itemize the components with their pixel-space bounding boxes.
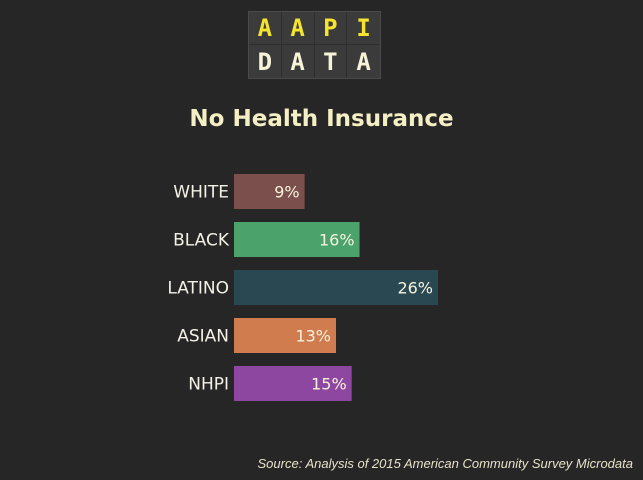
category-label: LATINO bbox=[167, 279, 229, 299]
logo-letter: A bbox=[282, 45, 315, 78]
category-label: WHITE bbox=[173, 183, 229, 203]
logo-letter: D bbox=[249, 45, 282, 78]
value-label: 9% bbox=[274, 183, 299, 202]
aapi-data-logo: A A P I D A T A bbox=[248, 11, 381, 79]
logo-letter: T bbox=[315, 45, 348, 78]
source-note: Source: Analysis of 2015 American Commun… bbox=[257, 456, 633, 471]
logo-letter: A bbox=[249, 12, 282, 45]
bar-black bbox=[234, 222, 360, 257]
logo-letter: A bbox=[356, 47, 371, 76]
value-label: 15% bbox=[311, 375, 347, 394]
value-label: 26% bbox=[397, 279, 433, 298]
category-label: ASIAN bbox=[177, 327, 229, 347]
logo-letter: I bbox=[347, 12, 380, 45]
bar-asian bbox=[234, 318, 336, 353]
bar-nhpi bbox=[234, 366, 352, 401]
category-label: BLACK bbox=[173, 231, 230, 251]
bar-white bbox=[234, 174, 305, 209]
category-label: NHPI bbox=[188, 375, 229, 395]
value-label: 16% bbox=[319, 231, 355, 250]
logo-letter: P bbox=[314, 12, 348, 45]
value-label: 13% bbox=[295, 327, 331, 346]
bar-latino bbox=[234, 270, 438, 305]
chart-title: No Health Insurance bbox=[189, 106, 454, 132]
logo-letter: A bbox=[281, 12, 315, 45]
